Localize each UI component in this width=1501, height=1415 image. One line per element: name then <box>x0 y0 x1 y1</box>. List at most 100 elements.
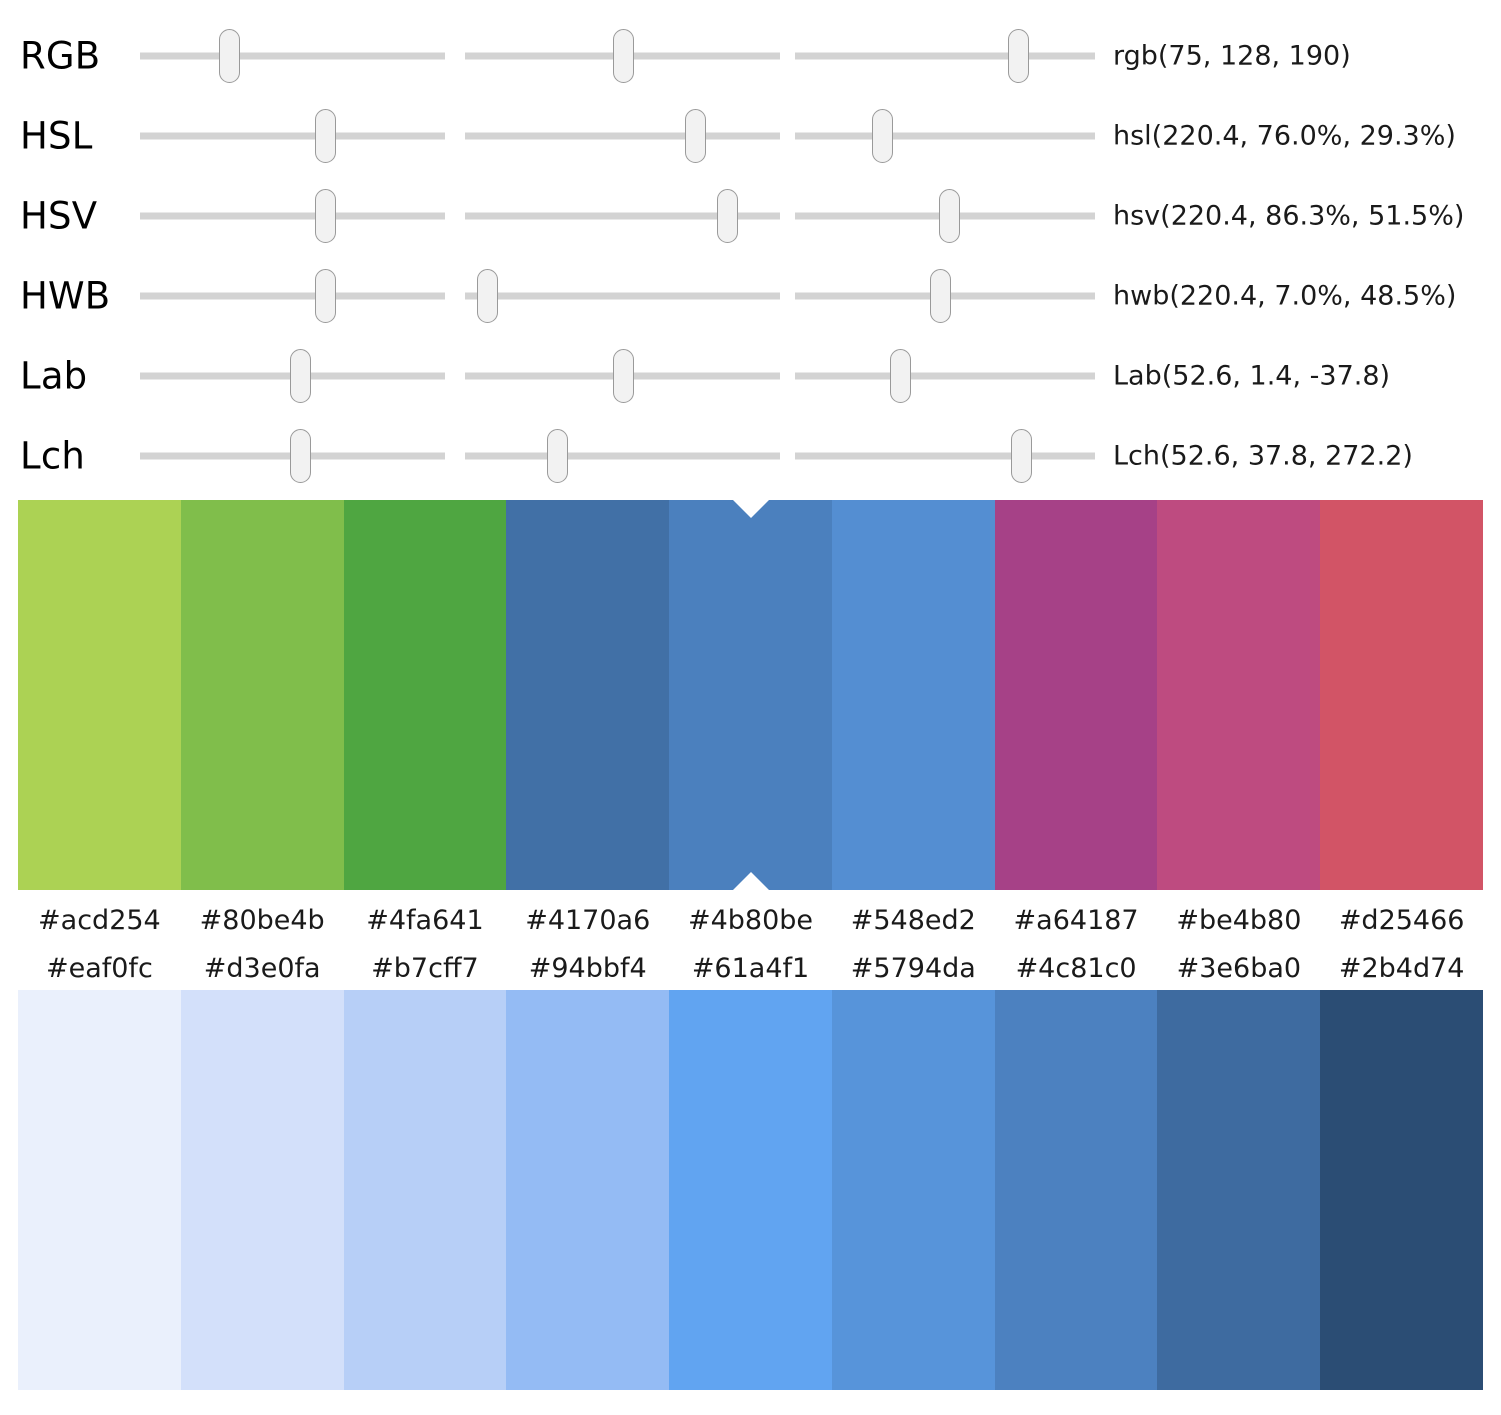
slider-track[interactable] <box>465 292 780 300</box>
slider-thumb-hue[interactable] <box>315 189 337 243</box>
slider-track[interactable] <box>465 452 780 460</box>
slider-thumb-a[interactable] <box>612 349 634 403</box>
slider-thumb-blue[interactable] <box>1008 29 1029 83</box>
slider-thumb-blackness[interactable] <box>930 269 951 323</box>
color-value-hwb: hwb(220.4, 7.0%, 48.5%) <box>1113 280 1457 312</box>
slider-lab-a[interactable] <box>465 348 780 404</box>
hue-swatch-hex-label: #548ed2 <box>850 905 976 936</box>
hue-swatch-hex-label: #d25466 <box>1338 905 1465 936</box>
slider-hsl-saturation[interactable] <box>465 108 780 164</box>
hue-swatch[interactable] <box>180 500 344 890</box>
lightness-swatch-hex-label: #61a4f1 <box>691 953 810 984</box>
slider-thumb-saturation[interactable] <box>685 109 707 163</box>
lightness-variation-hex-labels: #eaf0fc #d3e0fa #b7cff7 #94bbf4 #61a4f1 #5794… <box>18 944 1483 994</box>
slider-lab-lightness[interactable] <box>140 348 445 404</box>
lightness-swatch-hex-label: #3e6ba0 <box>1176 953 1302 984</box>
slider-hsv-hue[interactable] <box>140 188 445 244</box>
lightness-swatch[interactable] <box>180 990 344 1390</box>
slider-hsl-lightness[interactable] <box>795 108 1095 164</box>
lightness-swatch-hex-label: #d3e0fa <box>203 953 321 984</box>
slider-thumb-whiteness[interactable] <box>476 269 498 323</box>
slider-thumb-red[interactable] <box>219 29 241 83</box>
hue-swatch-hex-label: #4b80be <box>687 905 814 936</box>
selected-marker-top-icon <box>732 500 769 518</box>
hue-swatch[interactable] <box>18 500 181 890</box>
lightness-swatch-hex-label: #5794da <box>850 953 976 984</box>
hue-swatch[interactable] <box>343 500 507 890</box>
color-value-lab: Lab(52.6, 1.4, -37.8) <box>1113 360 1391 392</box>
slider-track[interactable] <box>795 52 1095 60</box>
lightness-swatch-hex-label: #eaf0fc <box>45 953 153 984</box>
slider-row-label-hwb: HWB <box>20 274 111 318</box>
slider-rgb-green[interactable] <box>465 28 780 84</box>
slider-row-hwb: HWB hwb(220.4, 7.0%, 48.5%) <box>0 256 1501 336</box>
selected-marker-bottom-icon <box>732 872 769 890</box>
hue-swatch-hex-label: #80be4b <box>199 905 325 936</box>
lightness-swatch[interactable] <box>669 990 832 1390</box>
slider-hwb-whiteness[interactable] <box>465 268 780 324</box>
slider-thumb-green[interactable] <box>612 29 634 83</box>
slider-track[interactable] <box>465 132 780 140</box>
slider-thumb-lightness[interactable] <box>289 349 311 403</box>
hue-swatch[interactable] <box>1320 500 1484 890</box>
slider-thumb-hue[interactable] <box>1011 429 1033 483</box>
slider-thumb-value[interactable] <box>939 189 960 243</box>
hue-variation-hex-labels: #acd254 #80be4b #4fa641 #4170a6 #4b80be #548e… <box>18 896 1483 946</box>
hue-swatch[interactable] <box>506 500 670 890</box>
slider-lab-b[interactable] <box>795 348 1095 404</box>
color-value-hsv: hsv(220.4, 86.3%, 51.5%) <box>1113 200 1465 232</box>
slider-row-hsl: HSL hsl(220.4, 76.0%, 29.3%) <box>0 96 1501 176</box>
lightness-swatch[interactable] <box>831 990 995 1390</box>
slider-track[interactable] <box>140 52 445 60</box>
slider-lch-hue[interactable] <box>795 428 1095 484</box>
slider-lch-chroma[interactable] <box>465 428 780 484</box>
hue-swatch-hex-label: #4170a6 <box>525 905 651 936</box>
slider-track[interactable] <box>795 132 1095 140</box>
slider-row-label-hsv: HSV <box>20 194 98 238</box>
lightness-swatch[interactable] <box>1320 990 1484 1390</box>
color-value-rgb: rgb(75, 128, 190) <box>1113 40 1351 72</box>
slider-rgb-red[interactable] <box>140 28 445 84</box>
slider-thumb-lightness[interactable] <box>289 429 311 483</box>
slider-thumb-b[interactable] <box>890 349 912 403</box>
slider-hsl-hue[interactable] <box>140 108 445 164</box>
slider-track[interactable] <box>140 132 445 140</box>
hue-swatch-hex-label: #acd254 <box>38 905 161 936</box>
slider-track[interactable] <box>795 452 1095 460</box>
slider-hsv-value[interactable] <box>795 188 1095 244</box>
hue-variation-strip[interactable] <box>18 500 1484 890</box>
hue-swatch[interactable] <box>669 500 832 890</box>
hue-swatch[interactable] <box>994 500 1158 890</box>
hue-swatch-hex-label: #a64187 <box>1013 905 1139 936</box>
color-space-slider-panel: RGB rgb(75, 128, 190) HSL hsl(220.4, 76.0%,… <box>0 0 1501 500</box>
lightness-variation-strip[interactable] <box>18 990 1484 1390</box>
slider-thumb-saturation[interactable] <box>716 189 738 243</box>
lightness-swatch[interactable] <box>994 990 1158 1390</box>
slider-track[interactable] <box>465 212 780 220</box>
slider-thumb-hue[interactable] <box>315 109 337 163</box>
slider-thumb-lightness[interactable] <box>872 109 894 163</box>
slider-row-label-hsl: HSL <box>20 114 93 158</box>
slider-track[interactable] <box>795 372 1095 380</box>
lightness-swatch[interactable] <box>506 990 670 1390</box>
hue-swatch[interactable] <box>1157 500 1321 890</box>
lightness-swatch[interactable] <box>343 990 507 1390</box>
slider-thumb-hue[interactable] <box>315 269 337 323</box>
slider-thumb-chroma[interactable] <box>546 429 568 483</box>
hue-swatch[interactable] <box>831 500 995 890</box>
slider-row-label-lch: Lch <box>20 434 86 478</box>
hue-swatch-hex-label: #be4b80 <box>1176 905 1302 936</box>
slider-lch-lightness[interactable] <box>140 428 445 484</box>
slider-hwb-hue[interactable] <box>140 268 445 324</box>
slider-hwb-blackness[interactable] <box>795 268 1095 324</box>
slider-track[interactable] <box>140 292 445 300</box>
hue-swatch-hex-label: #4fa641 <box>366 905 484 936</box>
slider-rgb-blue[interactable] <box>795 28 1095 84</box>
lightness-swatch[interactable] <box>1157 990 1321 1390</box>
slider-row-hsv: HSV hsv(220.4, 86.3%, 51.5%) <box>0 176 1501 256</box>
lightness-swatch-hex-label: #94bbf4 <box>528 953 647 984</box>
color-value-lch: Lch(52.6, 37.8, 272.2) <box>1113 440 1413 472</box>
slider-hsv-saturation[interactable] <box>465 188 780 244</box>
lightness-swatch[interactable] <box>18 990 181 1390</box>
slider-track[interactable] <box>140 212 445 220</box>
